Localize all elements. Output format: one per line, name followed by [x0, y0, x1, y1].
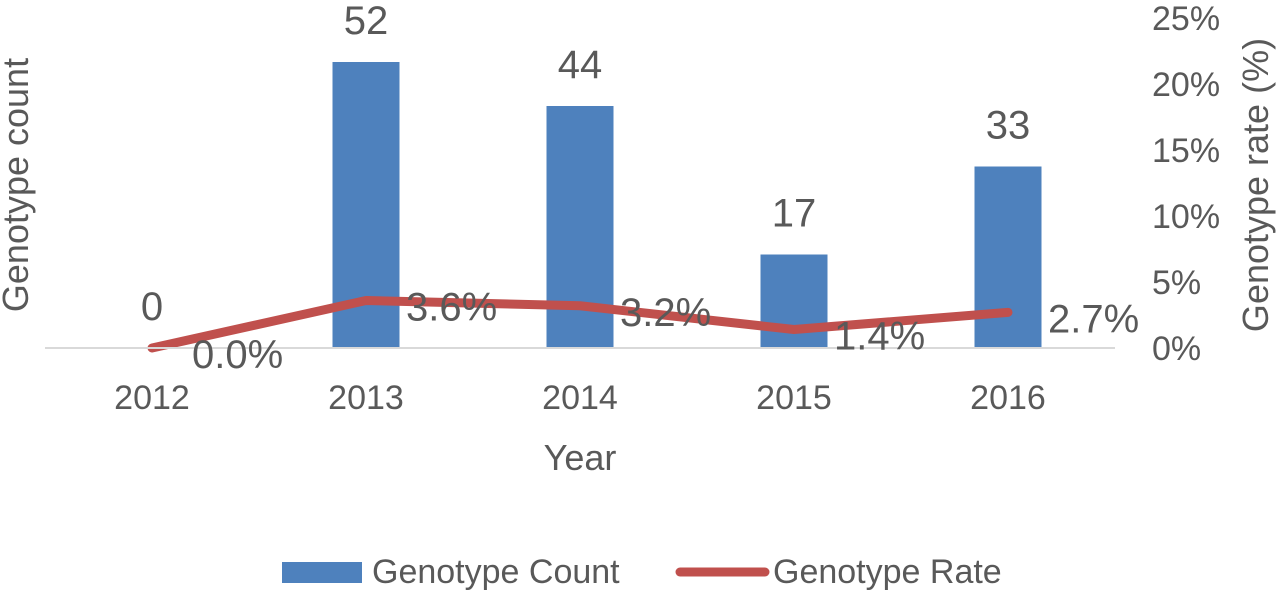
- bar-label-2016: 33: [986, 104, 1031, 148]
- y2-tick-3: 15%: [1152, 132, 1220, 170]
- rate-label-2012: 0.0%: [192, 333, 283, 377]
- x-axis-title: Year: [544, 437, 617, 478]
- y2-tick-4: 20%: [1152, 66, 1220, 104]
- bar-2016: [974, 166, 1042, 348]
- y-axis-title: Genotype count: [0, 58, 36, 312]
- y2-tick-labels: 0% 5% 10% 15% 20% 25%: [1152, 0, 1220, 368]
- y2-tick-1: 5%: [1152, 264, 1201, 302]
- bar-label-2013: 52: [344, 0, 389, 43]
- bar-label-2015: 17: [772, 192, 817, 236]
- x-tick-labels: 2012 2013 2014 2015 2016: [114, 379, 1046, 417]
- rate-point-2016: [1007, 311, 1009, 314]
- y2-tick-0: 0%: [1152, 330, 1201, 368]
- legend-swatch-genotype-count: [282, 562, 362, 583]
- rate-label-2015: 1.4%: [834, 315, 925, 359]
- rate-point-2015: [793, 328, 795, 331]
- rate-label-2014: 3.2%: [620, 291, 711, 335]
- data-labels: 0 52 44 17 33 0.0% 3.6% 3.2% 1.4% 2.7%: [141, 0, 1139, 377]
- x-tick-2014: 2014: [542, 379, 618, 417]
- legend-label-genotype-count: Genotype Count: [372, 553, 620, 591]
- bar-label-2012: 0: [141, 285, 163, 329]
- bar-label-2014: 44: [558, 43, 603, 87]
- legend-label-genotype-rate: Genotype Rate: [773, 553, 1002, 591]
- x-tick-2013: 2013: [328, 379, 404, 417]
- rate-label-2013: 3.6%: [406, 285, 497, 329]
- x-tick-2015: 2015: [756, 379, 832, 417]
- rate-point-2014: [579, 304, 581, 307]
- y2-tick-2: 10%: [1152, 198, 1220, 236]
- legend: Genotype Count Genotype Rate: [282, 553, 1002, 591]
- rate-point-2013: [365, 299, 367, 302]
- x-tick-2016: 2016: [970, 379, 1046, 417]
- y2-tick-5: 25%: [1152, 0, 1220, 38]
- rate-label-2016: 2.7%: [1048, 297, 1139, 341]
- x-tick-2012: 2012: [114, 379, 190, 417]
- y2-axis-title: Genotype rate (%): [1235, 38, 1276, 332]
